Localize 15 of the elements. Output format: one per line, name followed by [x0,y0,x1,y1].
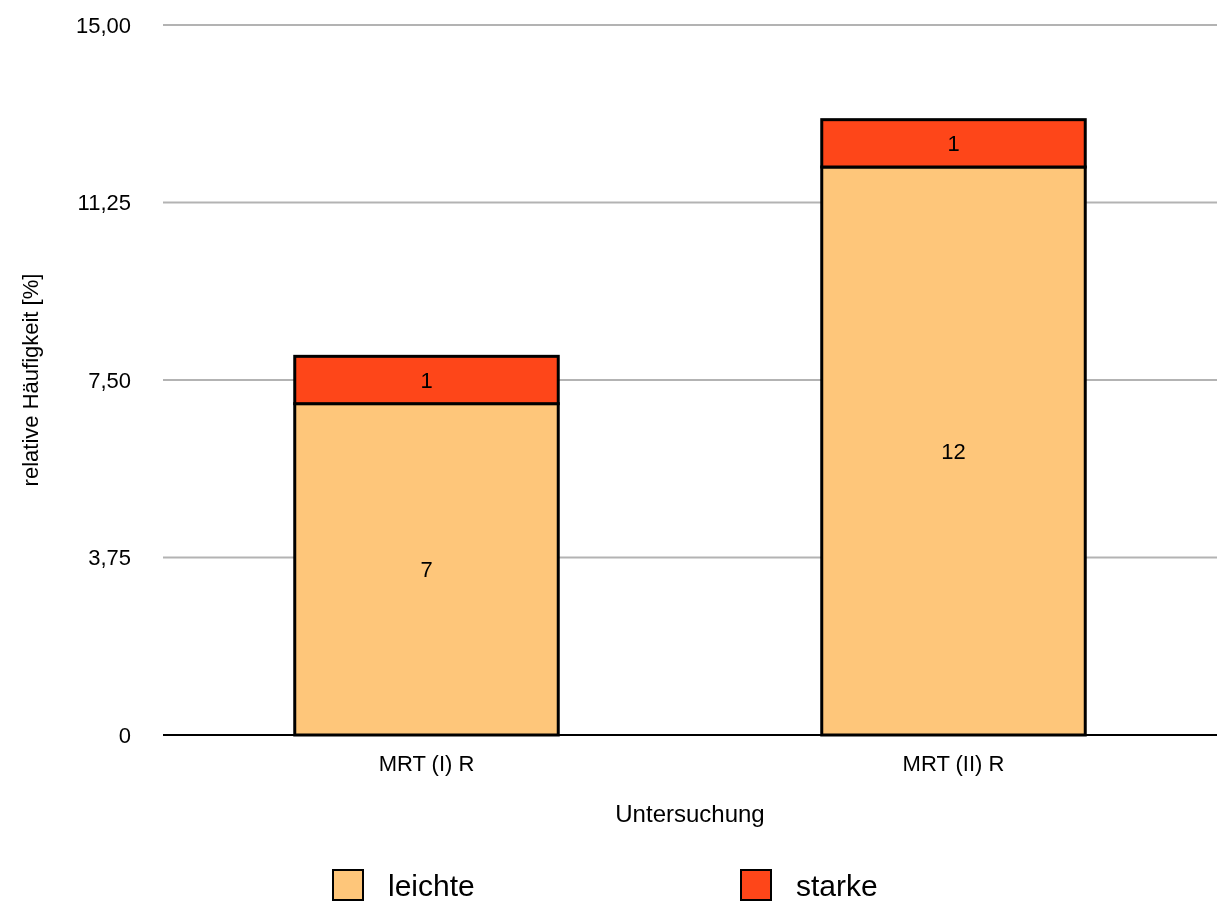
y-tick-label: 11,25 [77,190,131,216]
x-tick-label: MRT (I) R [378,750,475,776]
data-label: 1 [420,367,433,393]
legend-label: leichte [388,868,475,902]
x-tick-label: MRT (II) R [902,750,1005,776]
y-axis-title: relative Häufigkeit [%] [18,273,43,487]
y-tick-label: 7,50 [88,367,131,393]
data-label: 12 [941,438,966,464]
data-label: 7 [420,556,433,582]
data-label: 1 [947,130,960,156]
y-tick-label: 3,75 [88,545,131,571]
x-axis-title: Untersuchung [615,800,765,827]
legend-label: starke [796,868,878,902]
y-tick-label: 15,00 [75,12,131,38]
y-tick-label: 0 [118,722,131,748]
